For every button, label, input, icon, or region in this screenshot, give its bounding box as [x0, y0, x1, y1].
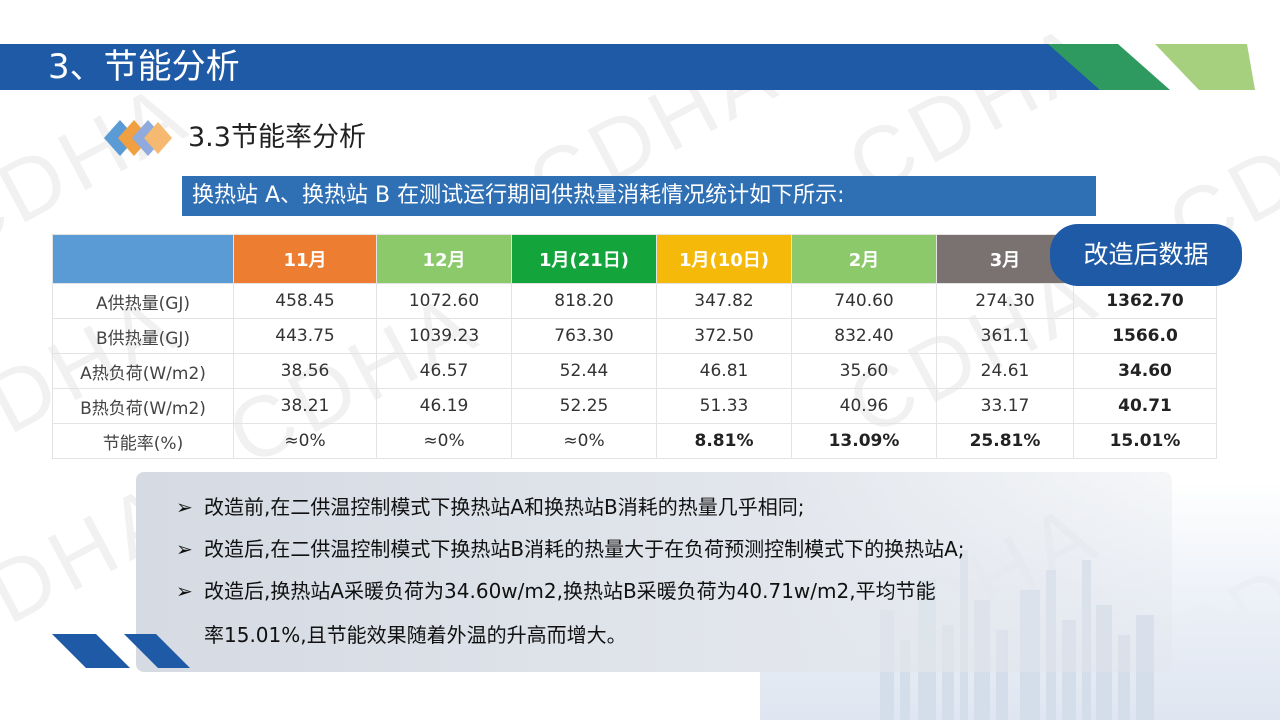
row-label: A热负荷(W/m2): [52, 353, 234, 389]
table-cell: 832.40: [791, 318, 937, 354]
table-cell: 740.60: [791, 283, 937, 319]
table-row: B热负荷(W/m2) 38.21 46.19 52.25 51.33 40.96…: [52, 388, 1217, 424]
table-cell: 458.45: [233, 283, 377, 319]
table-cell: 361.1: [936, 318, 1074, 354]
note-item: ➢ 改造后,在二供温控制模式下换热站B消耗的热量大于在负荷预测控制模式下的换热站A…: [176, 534, 965, 564]
table-row: 节能率(%) ≈0% ≈0% ≈0% 8.81% 13.09% 25.81% 1…: [52, 423, 1217, 459]
col-header-dec: 12月: [376, 234, 512, 284]
table-cell: 38.21: [233, 388, 377, 424]
arrow-bullet-icon: ➢: [176, 495, 193, 519]
table-cell: 1362.70: [1073, 283, 1217, 319]
arrow-bullet-icon: ➢: [176, 579, 193, 603]
col-header-jan21: 1月(21日): [511, 234, 657, 284]
table-cell: 52.25: [511, 388, 657, 424]
table-cell: 38.56: [233, 353, 377, 389]
table-cell: 35.60: [791, 353, 937, 389]
table-cell: 8.81%: [656, 423, 792, 459]
table-cell: 1072.60: [376, 283, 512, 319]
table-cell: 13.09%: [791, 423, 937, 459]
corner-parallelogram-icon: [52, 634, 190, 668]
note-text: 改造前,在二供温控制模式下换热站A和换热站B消耗的热量几乎相同;: [204, 495, 805, 519]
table-cell: 1566.0: [1073, 318, 1217, 354]
row-label: B热负荷(W/m2): [52, 388, 234, 424]
note-text: 改造后,换热站A采暖负荷为34.60w/m2,换热站B采暖负荷为40.71w/m…: [204, 579, 936, 603]
table-cell: 15.01%: [1073, 423, 1217, 459]
table-cell: 25.81%: [936, 423, 1074, 459]
table-cell: 274.30: [936, 283, 1074, 319]
table-cell: ≈0%: [233, 423, 377, 459]
header-blank-cell: [52, 234, 234, 284]
col-header-jan10: 1月(10日): [656, 234, 792, 284]
table-cell: 33.17: [936, 388, 1074, 424]
table-row: A热负荷(W/m2) 38.56 46.57 52.44 46.81 35.60…: [52, 353, 1217, 389]
note-continuation: 率15.01%,且节能效果随着外温的升高而增大。: [204, 623, 627, 647]
table-cell: 818.20: [511, 283, 657, 319]
table-row: A供热量(GJ) 458.45 1072.60 818.20 347.82 74…: [52, 283, 1217, 319]
after-retrofit-badge: 改造后数据: [1050, 224, 1242, 286]
row-label: B供热量(GJ): [52, 318, 234, 354]
note-item: ➢ 改造前,在二供温控制模式下换热站A和换热站B消耗的热量几乎相同;: [176, 492, 805, 522]
table-cell: 34.60: [1073, 353, 1217, 389]
table-cell: ≈0%: [511, 423, 657, 459]
col-header-feb: 2月: [791, 234, 937, 284]
table-cell: 443.75: [233, 318, 377, 354]
table-cell: 24.61: [936, 353, 1074, 389]
arrow-bullet-icon: ➢: [176, 537, 193, 561]
table-cell: 763.30: [511, 318, 657, 354]
table-cell: 40.71: [1073, 388, 1217, 424]
col-header-nov: 11月: [233, 234, 377, 284]
notes-panel: [136, 472, 1172, 672]
table-cell: 347.82: [656, 283, 792, 319]
title-bar: [0, 44, 1100, 90]
diamond-bullets-icon: [104, 120, 172, 156]
table-cell: 46.57: [376, 353, 512, 389]
note-item: ➢ 改造后,换热站A采暖负荷为34.60w/m2,换热站B采暖负荷为40.71w/…: [176, 576, 936, 606]
note-text: 改造后,在二供温控制模式下换热站B消耗的热量大于在负荷预测控制模式下的换热站A;: [204, 537, 965, 561]
table-cell: 372.50: [656, 318, 792, 354]
energy-stats-table: 11月 12月 1月(21日) 1月(10日) 2月 3月 A供热量(GJ) 4…: [52, 234, 1217, 459]
table-cell: ≈0%: [376, 423, 512, 459]
table-caption-banner: 换热站 A、换热站 B 在测试运行期间供热量消耗情况统计如下所示:: [182, 176, 1096, 216]
row-label: 节能率(%): [52, 423, 234, 459]
table-cell: 52.44: [511, 353, 657, 389]
row-label: A供热量(GJ): [52, 283, 234, 319]
table-cell: 46.19: [376, 388, 512, 424]
table-cell: 40.96: [791, 388, 937, 424]
table-cell: 46.81: [656, 353, 792, 389]
table-row: B供热量(GJ) 443.75 1039.23 763.30 372.50 83…: [52, 318, 1217, 354]
table-header-row: 11月 12月 1月(21日) 1月(10日) 2月 3月: [52, 234, 1217, 284]
table-cell: 51.33: [656, 388, 792, 424]
section-subtitle: 3.3节能率分析: [188, 122, 366, 153]
table-cell: 1039.23: [376, 318, 512, 354]
page-title: 3、节能分析: [48, 47, 240, 87]
header-deco-lightgreen: [1155, 44, 1255, 90]
